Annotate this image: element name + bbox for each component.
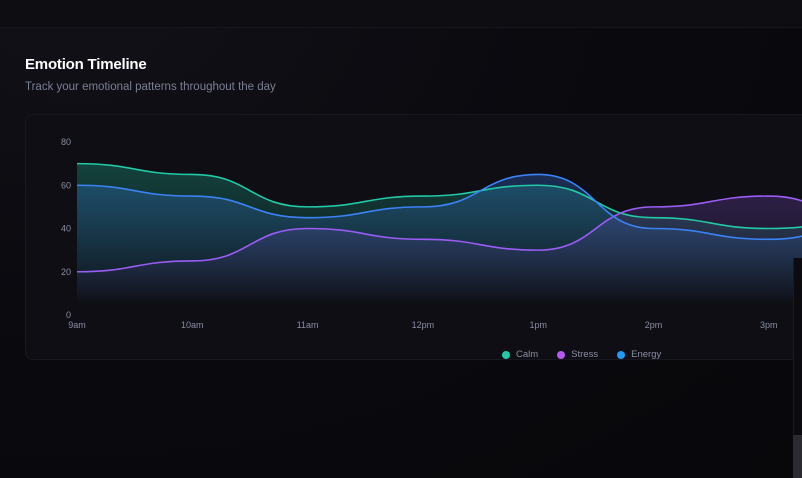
x-tick-label: 12pm [412, 320, 435, 330]
scrollbar-track[interactable] [793, 258, 802, 478]
chart-legend: Calm Stress Energy [502, 349, 680, 360]
x-tick-label: 10am [181, 320, 204, 330]
x-tick-label: 9am [68, 320, 86, 330]
legend-dot [557, 350, 566, 359]
legend-dot [617, 350, 626, 359]
top-bar [0, 0, 802, 28]
page-title: Emotion Timeline [25, 56, 147, 73]
scrollbar-thumb[interactable] [793, 435, 802, 478]
x-tick-label: 2pm [645, 320, 663, 330]
y-tick-label: 60 [61, 180, 71, 190]
y-tick-label: 20 [61, 267, 71, 277]
x-axis: 9am10am11am12pm1pm2pm3pm4pm [68, 320, 778, 330]
legend-item-stress[interactable]: Stress [557, 349, 598, 360]
series-line-energy[interactable] [77, 173, 802, 241]
legend-label: Calm [516, 349, 539, 360]
x-tick-label: 1pm [529, 320, 547, 330]
y-tick-label: 0 [66, 310, 71, 320]
series-areas [77, 163, 802, 305]
x-tick-label: 3pm [760, 320, 778, 330]
legend-item-energy[interactable]: Energy [617, 349, 661, 360]
page-subtitle: Track your emotional patterns throughout… [25, 81, 276, 93]
x-tick-label: 11am [297, 320, 319, 330]
legend-label: Stress [571, 349, 599, 360]
series-lines [77, 162, 802, 273]
y-tick-label: 40 [61, 224, 71, 234]
y-tick-label: 80 [61, 137, 71, 147]
legend-dot [502, 350, 510, 359]
series-line-stress[interactable] [77, 195, 802, 273]
y-axis: 80 60 40 20 0 [61, 137, 71, 320]
legend-label: Energy [631, 349, 662, 360]
legend-item-calm[interactable]: Calm [502, 349, 538, 360]
